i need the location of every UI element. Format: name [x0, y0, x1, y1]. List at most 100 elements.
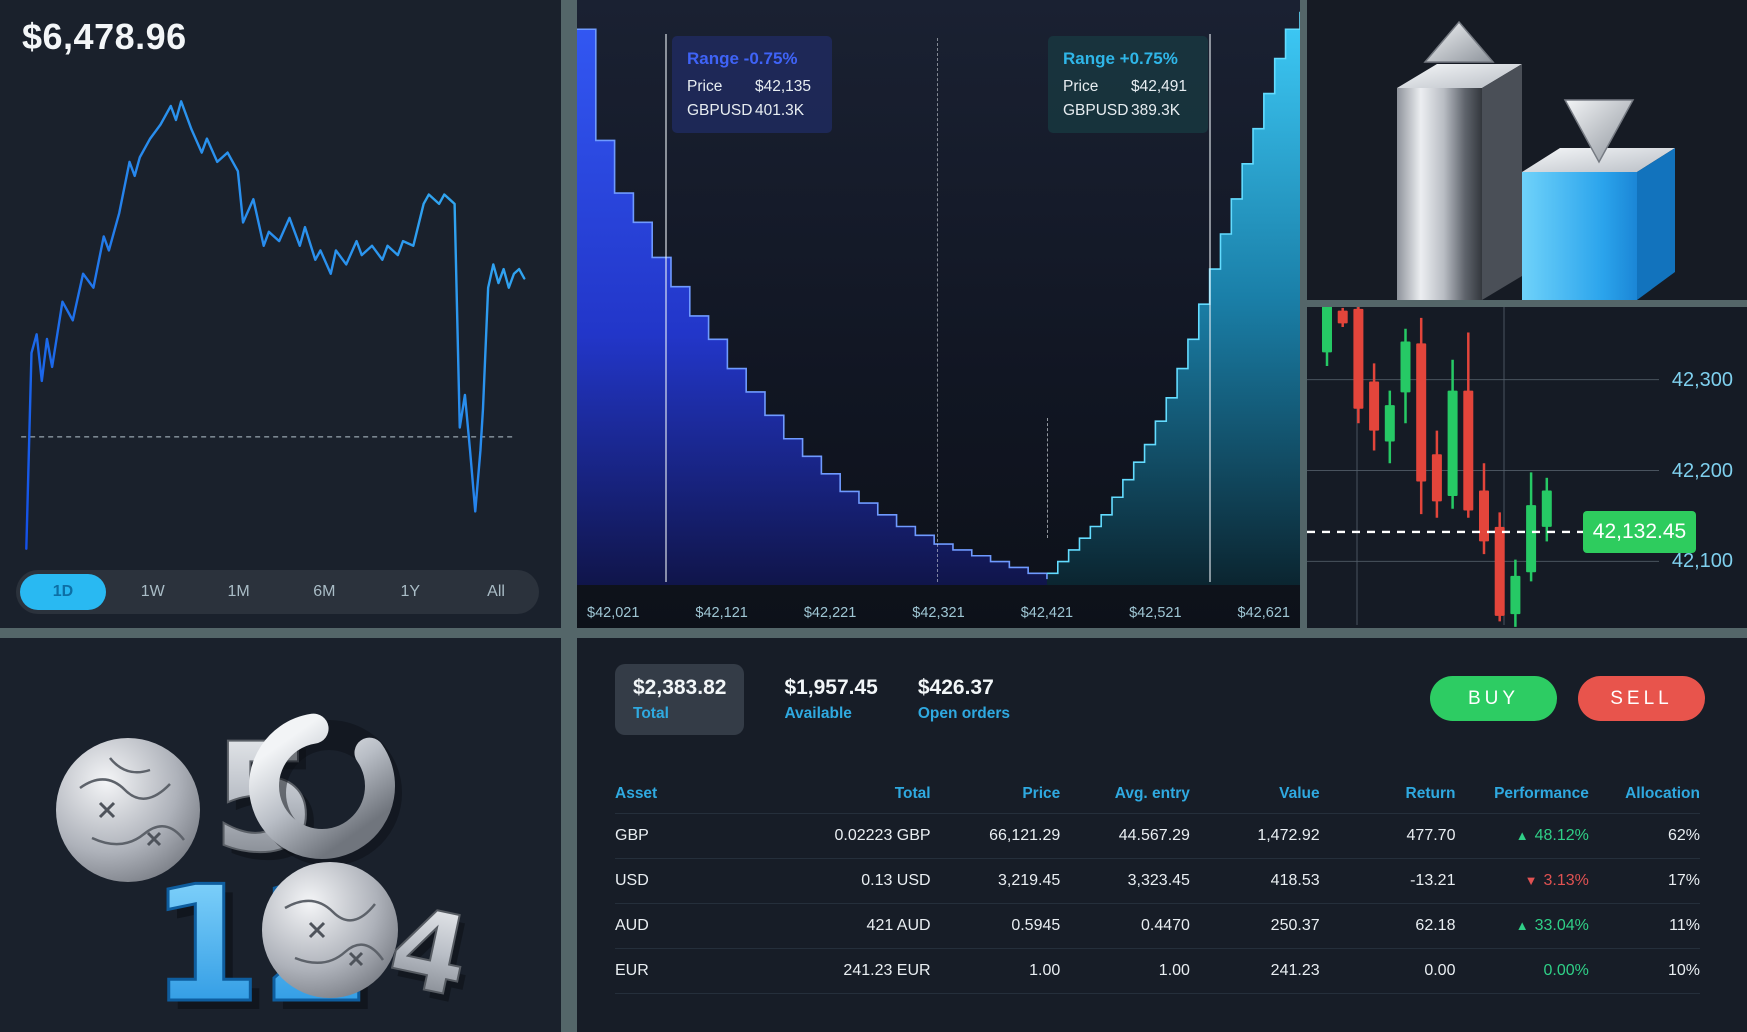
volume-value: 401.3K [755, 102, 805, 119]
cell-total: 0.02223 GBP [834, 827, 931, 844]
chrome-ring [249, 713, 402, 866]
cell-performance: ▼ 3.13% [1524, 872, 1589, 889]
cell-total: 0.13 USD [861, 872, 931, 889]
perf-arrow-icon: ▼ [1524, 873, 1538, 888]
price-value: $42,135 [755, 78, 812, 95]
x-axis-label: $42,621 [1237, 605, 1290, 621]
silver-column [1397, 20, 1522, 300]
y-axis-label: 42,300 [1671, 368, 1733, 391]
last-price-value: 42,132.45 [1592, 519, 1687, 543]
holdings-table: Asset Total Price Avg. entry Value Retur… [615, 774, 1700, 994]
perf-arrow-icon: ▲ [1515, 918, 1529, 933]
col-allocation: Allocation [1625, 784, 1700, 802]
portfolio-balance: $6,478.96 [22, 16, 187, 57]
tab-1w[interactable]: 1W [140, 583, 165, 600]
crumpled-ball-right [262, 862, 398, 998]
crumpled-ball-left [56, 738, 200, 882]
depth-chart [577, 11, 1300, 585]
asks-area [1046, 11, 1300, 585]
holdings-panel: $2,383.82 Total $1,957.45 Available $426… [577, 638, 1747, 1032]
cell-return: 0.00 [1424, 962, 1456, 979]
cell-performance: ▲ 33.04% [1515, 917, 1589, 934]
cell-asset: USD [615, 872, 649, 889]
cell-asset: EUR [615, 962, 649, 979]
cell-return: 477.70 [1406, 827, 1456, 844]
y-axis-label: 42,200 [1671, 459, 1733, 482]
trade-actions: BUY SELL [1430, 676, 1705, 721]
cell-avg-entry: 44.567.29 [1118, 827, 1190, 844]
total-value: $2,383.82 [633, 676, 727, 699]
bid-range-title: Range -0.75% [687, 49, 798, 68]
table-row-gbp[interactable]: GBP 0.02223 GBP 66,121.29 44.567.29 1,47… [615, 814, 1700, 859]
asks-outline [1047, 12, 1300, 574]
account-summary: $2,383.82 Total $1,957.45 Available $426… [615, 664, 1010, 735]
available-label: Available [784, 705, 852, 722]
tab-1y[interactable]: 1Y [400, 583, 421, 600]
up-triangle-icon [1423, 20, 1495, 63]
pair-label: GBPUSD [1063, 102, 1129, 119]
cell-value: 241.23 [1270, 962, 1320, 979]
tab-6m[interactable]: 6M [313, 583, 336, 600]
volume-value: 389.3K [1131, 102, 1181, 119]
depth-x-axis: $42,021 $42,121 $42,221 $42,321 $42,421 … [587, 605, 1290, 621]
portfolio-chart-panel: $6,478.96 1D 1W 1M 6M 1Y All [0, 0, 561, 628]
bid-range-tooltip: Range -0.75% Price $42,135 GBPUSD 401.3K [672, 36, 832, 133]
depth-chart-panel: Range -0.75% Price $42,135 GBPUSD 401.3K R… [577, 0, 1300, 628]
bids-outline [577, 29, 1047, 579]
table-row-aud[interactable]: AUD 421 AUD 0.5945 0.4470 250.37 62.18 ▲… [615, 904, 1700, 949]
pair-label: GBPUSD [687, 102, 753, 119]
x-axis-label: $42,121 [695, 605, 748, 621]
tab-all[interactable]: All [487, 583, 505, 600]
price-value: $42,491 [1131, 78, 1188, 95]
col-price: Price [1022, 784, 1061, 802]
range-marker-left-line [665, 34, 668, 582]
open-orders-label: Open orders [917, 705, 1011, 722]
mid-dashed-line [937, 38, 939, 582]
cell-return: 62.18 [1415, 917, 1456, 934]
tab-1d[interactable]: 1D [20, 574, 106, 610]
down-triangle-icon [1563, 99, 1635, 164]
tab-1m[interactable]: 1M [227, 583, 250, 600]
price-label: Price [687, 78, 723, 95]
cell-avg-entry: 3,323.45 [1127, 872, 1190, 889]
y-axis-label: 42,100 [1671, 550, 1733, 573]
cell-value: 250.37 [1270, 917, 1320, 934]
cell-allocation: 10% [1667, 962, 1700, 979]
open-orders-value: $426.37 [917, 676, 994, 699]
cell-total: 241.23 EUR [843, 962, 931, 979]
candlestick-chart [1307, 307, 1659, 627]
table-header: Asset Total Price Avg. entry Value Retur… [615, 774, 1700, 814]
cell-performance: 0.00% [1543, 962, 1589, 979]
total-card: $2,383.82 Total [615, 664, 745, 735]
x-axis-label: $42,421 [1020, 605, 1074, 621]
col-total: Total [894, 784, 931, 802]
cell-value: 418.53 [1270, 872, 1320, 889]
buy-button[interactable]: BUY [1430, 676, 1557, 721]
timeframe-tabs: 1D 1W 1M 6M 1Y All [16, 570, 539, 614]
cell-asset: AUD [615, 917, 649, 934]
cell-asset: GBP [615, 827, 649, 844]
bars-3d-illustration-panel [1307, 0, 1747, 300]
sell-button[interactable]: SELL [1578, 676, 1705, 721]
col-asset: Asset [615, 784, 658, 802]
ask-range-tooltip: Range +0.75% Price $42,491 GBPUSD 389.3K [1048, 36, 1208, 133]
cell-price: 0.5945 [1011, 917, 1061, 934]
portfolio-line-chart [16, 92, 532, 558]
x-axis-label: $42,521 [1129, 605, 1182, 621]
x-axis-label: $42,321 [912, 605, 965, 621]
col-value: Value [1279, 784, 1320, 802]
col-avg-entry: Avg. entry [1114, 784, 1190, 802]
cell-allocation: 11% [1669, 917, 1700, 934]
candlestick-panel: 42,300 42,200 42,100 42,132.45 [1307, 307, 1747, 628]
bars-3d-illustration [1397, 20, 1675, 300]
table-row-eur[interactable]: EUR 241.23 EUR 1.00 1.00 241.23 0.00 0.0… [615, 949, 1700, 994]
x-axis-label: $42,021 [587, 605, 640, 621]
cell-price: 66,121.29 [989, 827, 1061, 844]
cell-avg-entry: 1.00 [1158, 962, 1190, 979]
available-value: $1,957.45 [784, 676, 878, 699]
col-return: Return [1405, 784, 1456, 802]
table-row-usd[interactable]: USD 0.13 USD 3,219.45 3,323.45 418.53 -1… [615, 859, 1700, 904]
numbers-3d-illustration: 5 5 12 12 4 4 [56, 711, 486, 1032]
cell-avg-entry: 0.4470 [1141, 917, 1190, 934]
cell-performance: ▲ 48.12% [1515, 827, 1589, 844]
